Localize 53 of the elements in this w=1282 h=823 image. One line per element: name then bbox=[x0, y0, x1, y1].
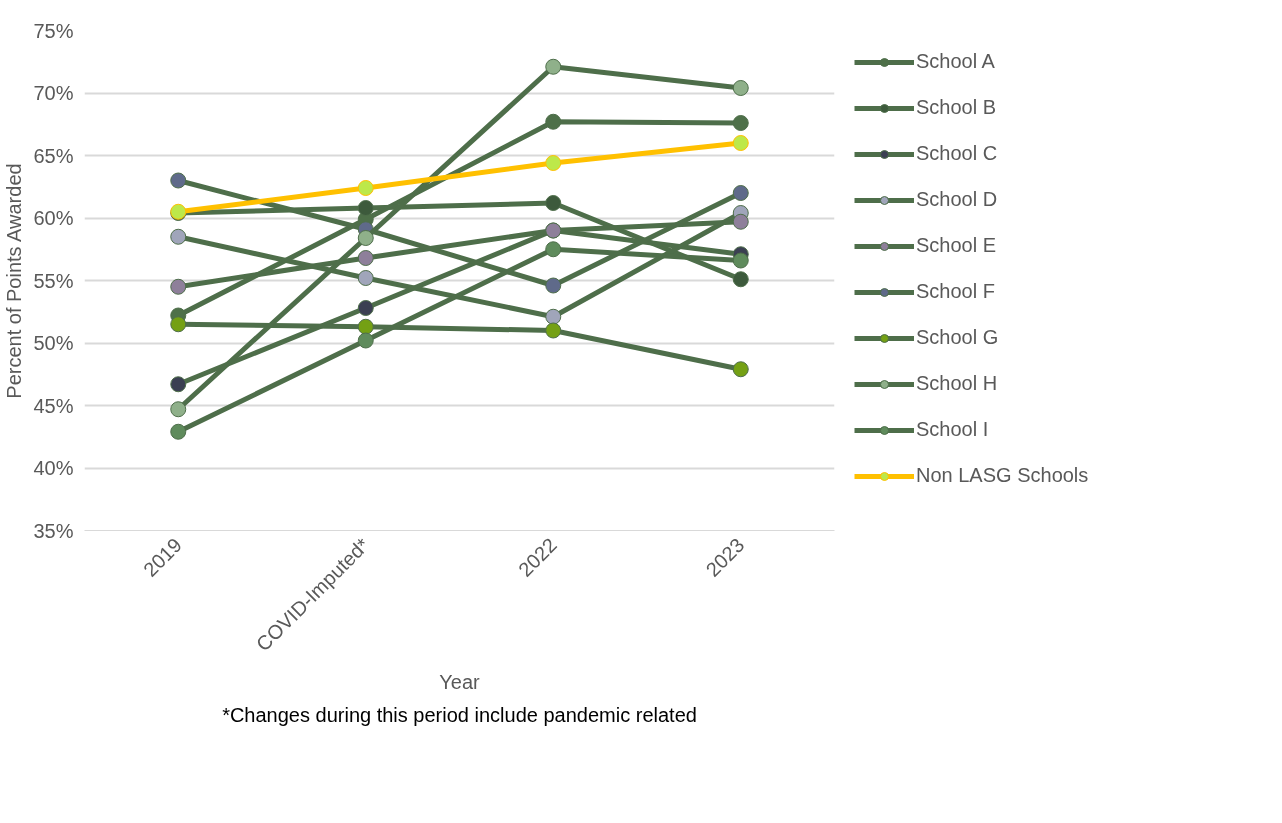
point bbox=[545, 113, 562, 130]
point bbox=[170, 376, 187, 393]
point bbox=[170, 401, 187, 418]
point bbox=[170, 172, 187, 189]
point bbox=[732, 213, 749, 230]
point bbox=[170, 228, 187, 245]
point bbox=[732, 252, 749, 269]
point bbox=[357, 200, 374, 216]
point bbox=[732, 135, 749, 151]
point bbox=[732, 80, 749, 96]
point bbox=[357, 180, 374, 196]
point bbox=[545, 322, 562, 339]
point bbox=[545, 58, 562, 75]
point bbox=[732, 115, 749, 131]
legend-label: School E bbox=[916, 234, 997, 257]
point bbox=[732, 185, 749, 201]
point bbox=[357, 250, 374, 266]
point bbox=[170, 316, 187, 333]
y-axis-title: Percent of Points Awarded bbox=[3, 163, 26, 399]
legend-label: School G bbox=[916, 326, 999, 349]
point bbox=[545, 277, 562, 294]
y-tick-label: 65% bbox=[33, 144, 74, 167]
y-tick-label: 45% bbox=[33, 394, 74, 417]
point bbox=[357, 332, 374, 349]
legend-label: School B bbox=[916, 96, 997, 119]
legend-label: Non LASG Schools bbox=[916, 464, 1089, 487]
y-tick-label: 60% bbox=[33, 207, 74, 229]
legend-label: School A bbox=[916, 50, 995, 73]
y-tick-label: 35% bbox=[33, 519, 74, 542]
y-tick-label: 40% bbox=[33, 457, 74, 479]
legend-label: School F bbox=[916, 280, 995, 303]
point bbox=[545, 155, 562, 171]
legend-label: School I bbox=[916, 418, 989, 441]
text: *Changes during this period include pandemic related bbox=[222, 703, 697, 726]
y-tick-label: 50% bbox=[33, 332, 74, 354]
legend-label: School D bbox=[916, 188, 998, 211]
y-tick-label: 70% bbox=[33, 82, 74, 104]
point bbox=[732, 271, 749, 288]
point bbox=[732, 361, 749, 378]
point bbox=[545, 308, 562, 325]
point bbox=[357, 230, 374, 246]
y-tick-label: 55% bbox=[33, 269, 74, 292]
legend-label: School H bbox=[916, 372, 998, 395]
point bbox=[357, 300, 374, 316]
y-tick-label: 75% bbox=[33, 19, 74, 42]
point bbox=[357, 270, 374, 286]
x-axis-title: Year bbox=[439, 671, 481, 694]
point bbox=[545, 241, 562, 258]
legend-label: School C bbox=[916, 142, 998, 165]
point bbox=[170, 423, 187, 440]
point bbox=[357, 318, 374, 335]
point bbox=[170, 278, 187, 295]
point bbox=[545, 195, 562, 211]
